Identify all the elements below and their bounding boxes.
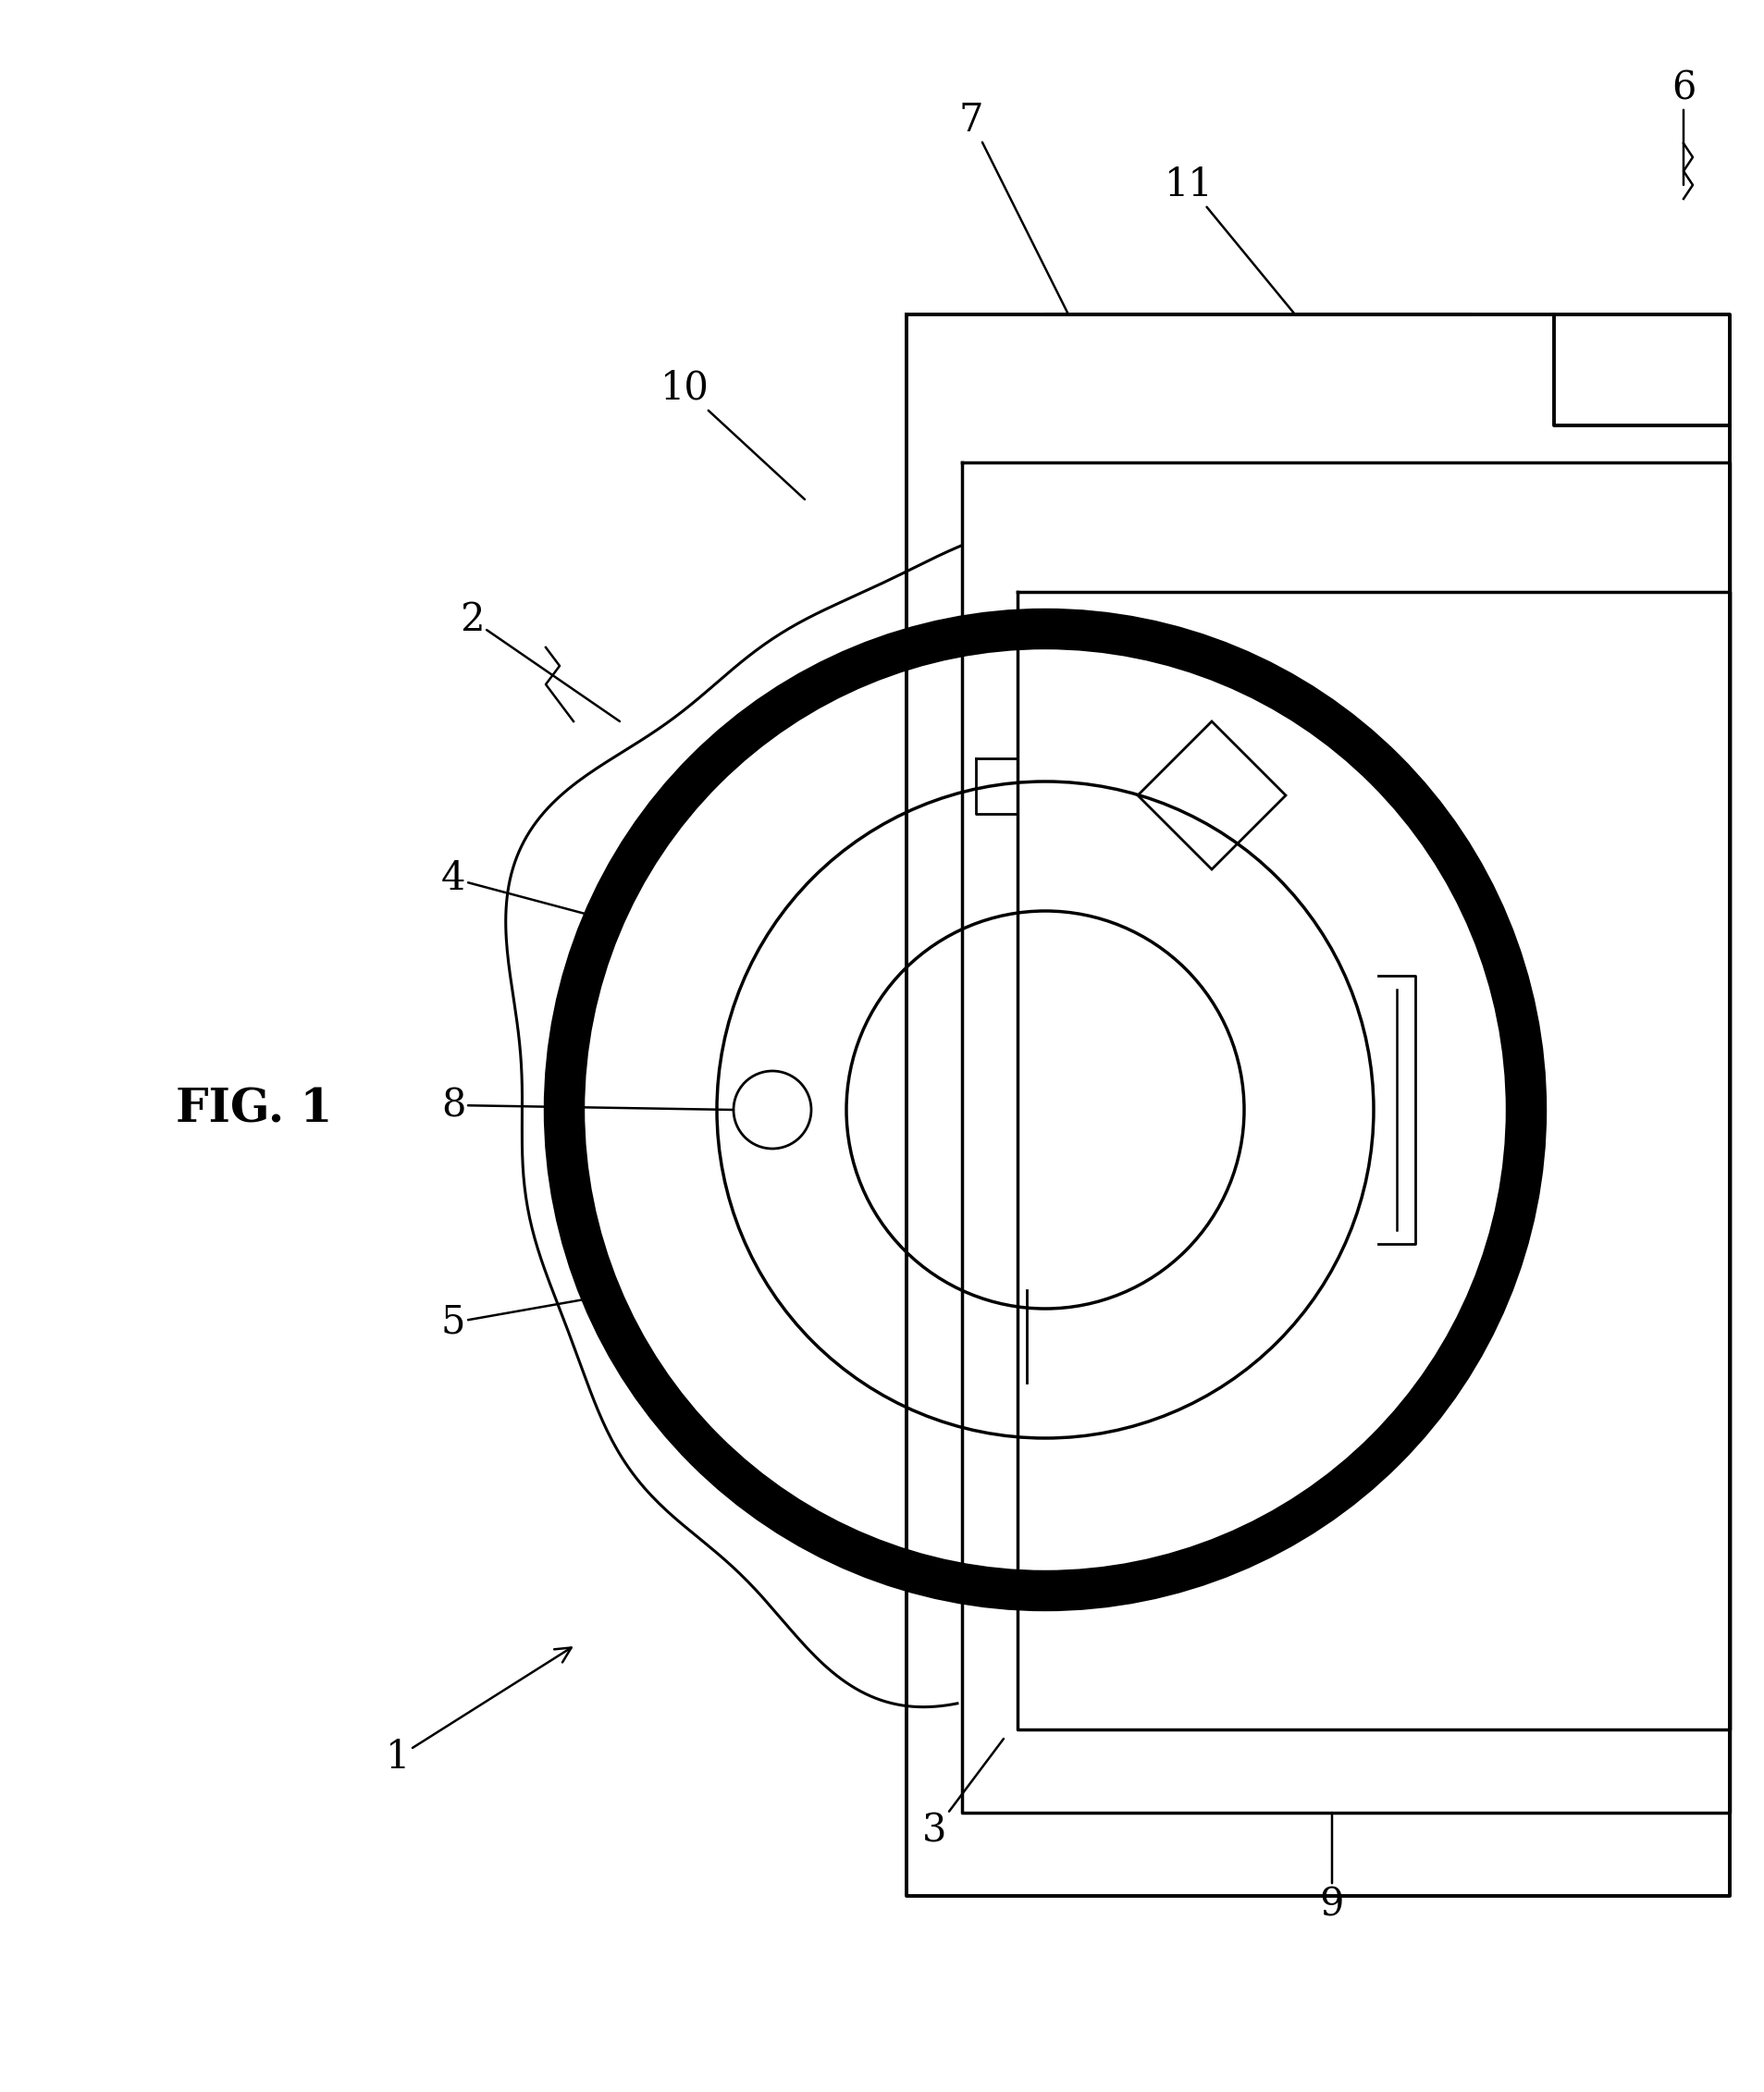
Text: 4: 4: [441, 860, 593, 916]
Text: FIG. 1: FIG. 1: [176, 1088, 333, 1132]
Text: 7: 7: [960, 100, 1069, 314]
Text: 8: 8: [441, 1086, 734, 1125]
Text: 3: 3: [923, 1738, 1004, 1851]
Text: 2: 2: [459, 600, 619, 722]
Text: 10: 10: [660, 368, 804, 500]
Text: 9: 9: [1319, 1812, 1344, 1925]
Text: 6: 6: [1671, 69, 1695, 184]
Text: 5: 5: [441, 1295, 610, 1341]
Text: 11: 11: [1164, 165, 1295, 314]
Text: 1: 1: [386, 1648, 572, 1776]
